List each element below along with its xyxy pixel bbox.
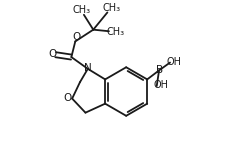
Text: CH₃: CH₃	[106, 27, 124, 37]
Text: O: O	[63, 93, 72, 103]
Text: O: O	[48, 49, 56, 59]
Text: B: B	[155, 65, 162, 75]
Text: OH: OH	[166, 57, 181, 67]
Text: CH₃: CH₃	[72, 5, 90, 15]
Text: CH₃: CH₃	[102, 3, 120, 13]
Text: N: N	[84, 63, 92, 73]
Text: OH: OH	[152, 80, 167, 90]
Text: O: O	[72, 32, 80, 42]
